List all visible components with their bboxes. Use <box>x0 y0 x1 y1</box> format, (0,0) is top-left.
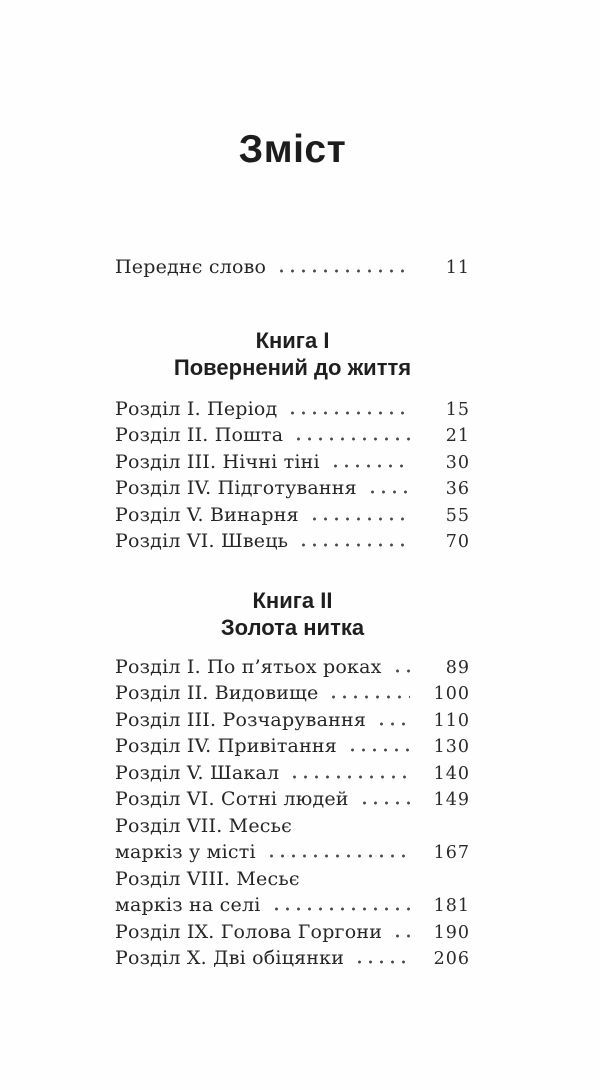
toc-row: Розділ IV. Привітання 130 <box>115 735 470 762</box>
dot-leader <box>358 801 410 805</box>
dot-leader <box>270 907 410 911</box>
page-number: 181 <box>433 896 470 916</box>
dot-leader <box>265 854 410 858</box>
toc-row: Розділ II. Видовище 100 <box>115 682 470 709</box>
chapter-label: Розділ VI. Швець <box>115 530 289 552</box>
page-number: 190 <box>433 922 470 943</box>
page-number: 21 <box>445 426 470 446</box>
toc-row: Розділ VII. Месьє <box>115 815 470 842</box>
dot-leader <box>329 463 410 468</box>
chapter-label: Розділ VI. Сотні людей <box>115 788 349 810</box>
chapter-label: Розділ IV. Привітання <box>115 735 337 757</box>
toc-row: Розділ VI. Сотні людей 149 <box>115 788 470 815</box>
toc-row: Розділ IX. Голова Горгони 190 <box>115 921 470 948</box>
toc-row: маркіз у місті 167 <box>115 841 470 868</box>
book-1-number: Книга I <box>255 327 330 353</box>
chapter-label: маркіз на селі <box>115 894 261 916</box>
chapter-label: Розділ I. По п’ятьох роках <box>115 655 382 678</box>
chapter-label: Розділ II. Видовище <box>115 682 319 704</box>
page-number: 55 <box>445 505 470 526</box>
dot-leader <box>376 721 410 726</box>
dot-leader <box>308 516 410 521</box>
dot-leader <box>298 543 410 547</box>
dot-leader <box>391 668 410 673</box>
chapter-label: маркіз у місті <box>115 841 256 863</box>
toc-row: Розділ VIII. Месьє <box>115 868 470 895</box>
dot-leader <box>287 410 410 415</box>
page-title: Зміст <box>238 128 347 171</box>
chapter-label: Розділ III. Розчарування <box>115 708 367 731</box>
chapter-label: Розділ V. Винарня <box>115 503 299 526</box>
toc-row: Розділ IV. Підготування 36 <box>115 477 470 504</box>
dot-leader <box>346 748 410 752</box>
page-number: 149 <box>433 790 470 810</box>
toc-row: Розділ III. Нічні тіні 30 <box>115 451 470 478</box>
dot-leader <box>293 437 410 441</box>
chapter-label: Розділ V. Шакал <box>115 761 280 784</box>
dot-leader <box>328 695 410 699</box>
toc-row: Розділ I. Період 15 <box>115 398 470 425</box>
page-number: 30 <box>445 452 470 473</box>
page-number: 167 <box>433 843 470 863</box>
book-1-heading: Книга I Повернений до життя <box>115 327 470 381</box>
chapter-label: Розділ II. Пошта <box>115 424 284 446</box>
toc-row: Розділ III. Розчарування 110 <box>115 709 470 736</box>
toc-page: Зміст Переднє слово 11 Книга I Повернени… <box>115 0 470 974</box>
page-number: 130 <box>433 737 470 757</box>
chapter-label: Розділ IV. Підготування <box>115 477 357 499</box>
book-2-number: Книга II <box>252 587 333 613</box>
chapter-label: Розділ X. Дві обіцянки <box>115 947 345 969</box>
toc-row: Розділ I. По п’ятьох роках 89 <box>115 656 470 683</box>
page-number: 100 <box>433 684 470 704</box>
book-2-chapter-list: Розділ I. По п’ятьох роках 89 Розділ II.… <box>115 656 470 974</box>
page-number: 89 <box>445 657 470 678</box>
page-number: 70 <box>445 532 470 552</box>
toc-row: маркіз на селі 181 <box>115 894 470 921</box>
chapter-label: Розділ III. Нічні тіні <box>115 450 320 473</box>
book-2-heading: Книга II Золота нитка <box>115 587 470 641</box>
chapter-label: Розділ VIII. Месьє <box>115 867 300 890</box>
book-2-subtitle: Золота нитка <box>220 614 365 640</box>
chapter-label: Розділ I. Період <box>115 397 278 420</box>
toc-row: Розділ V. Винарня 55 <box>115 504 470 531</box>
toc-row: Переднє слово 11 <box>115 256 470 283</box>
toc-row: Розділ X. Дві обіцянки 206 <box>115 947 470 974</box>
chapter-label: Розділ IX. Голова Горгони <box>115 920 383 943</box>
chapter-label: Переднє слово <box>115 256 267 278</box>
toc-row: Розділ II. Пошта 21 <box>115 424 470 451</box>
dot-leader <box>392 933 410 938</box>
page-number: 110 <box>433 710 470 731</box>
dot-leader <box>289 774 410 779</box>
dot-leader <box>276 269 410 273</box>
toc-row: Розділ VI. Швець 70 <box>115 530 470 557</box>
page-number: 140 <box>433 763 470 784</box>
book-1-chapter-list: Розділ I. Період 15 Розділ II. Пошта 21 … <box>115 398 470 557</box>
dot-leader <box>366 490 410 494</box>
dot-leader <box>354 960 410 964</box>
book-1-subtitle: Повернений до життя <box>173 354 412 380</box>
toc-row: Розділ V. Шакал 140 <box>115 762 470 789</box>
front-matter-section: Переднє слово 11 <box>115 256 470 283</box>
page-number: 15 <box>445 399 470 420</box>
page-number: 36 <box>445 479 470 499</box>
page-number: 206 <box>433 949 470 969</box>
chapter-label: Розділ VII. Месьє <box>115 814 293 837</box>
page-number: 11 <box>445 258 470 278</box>
